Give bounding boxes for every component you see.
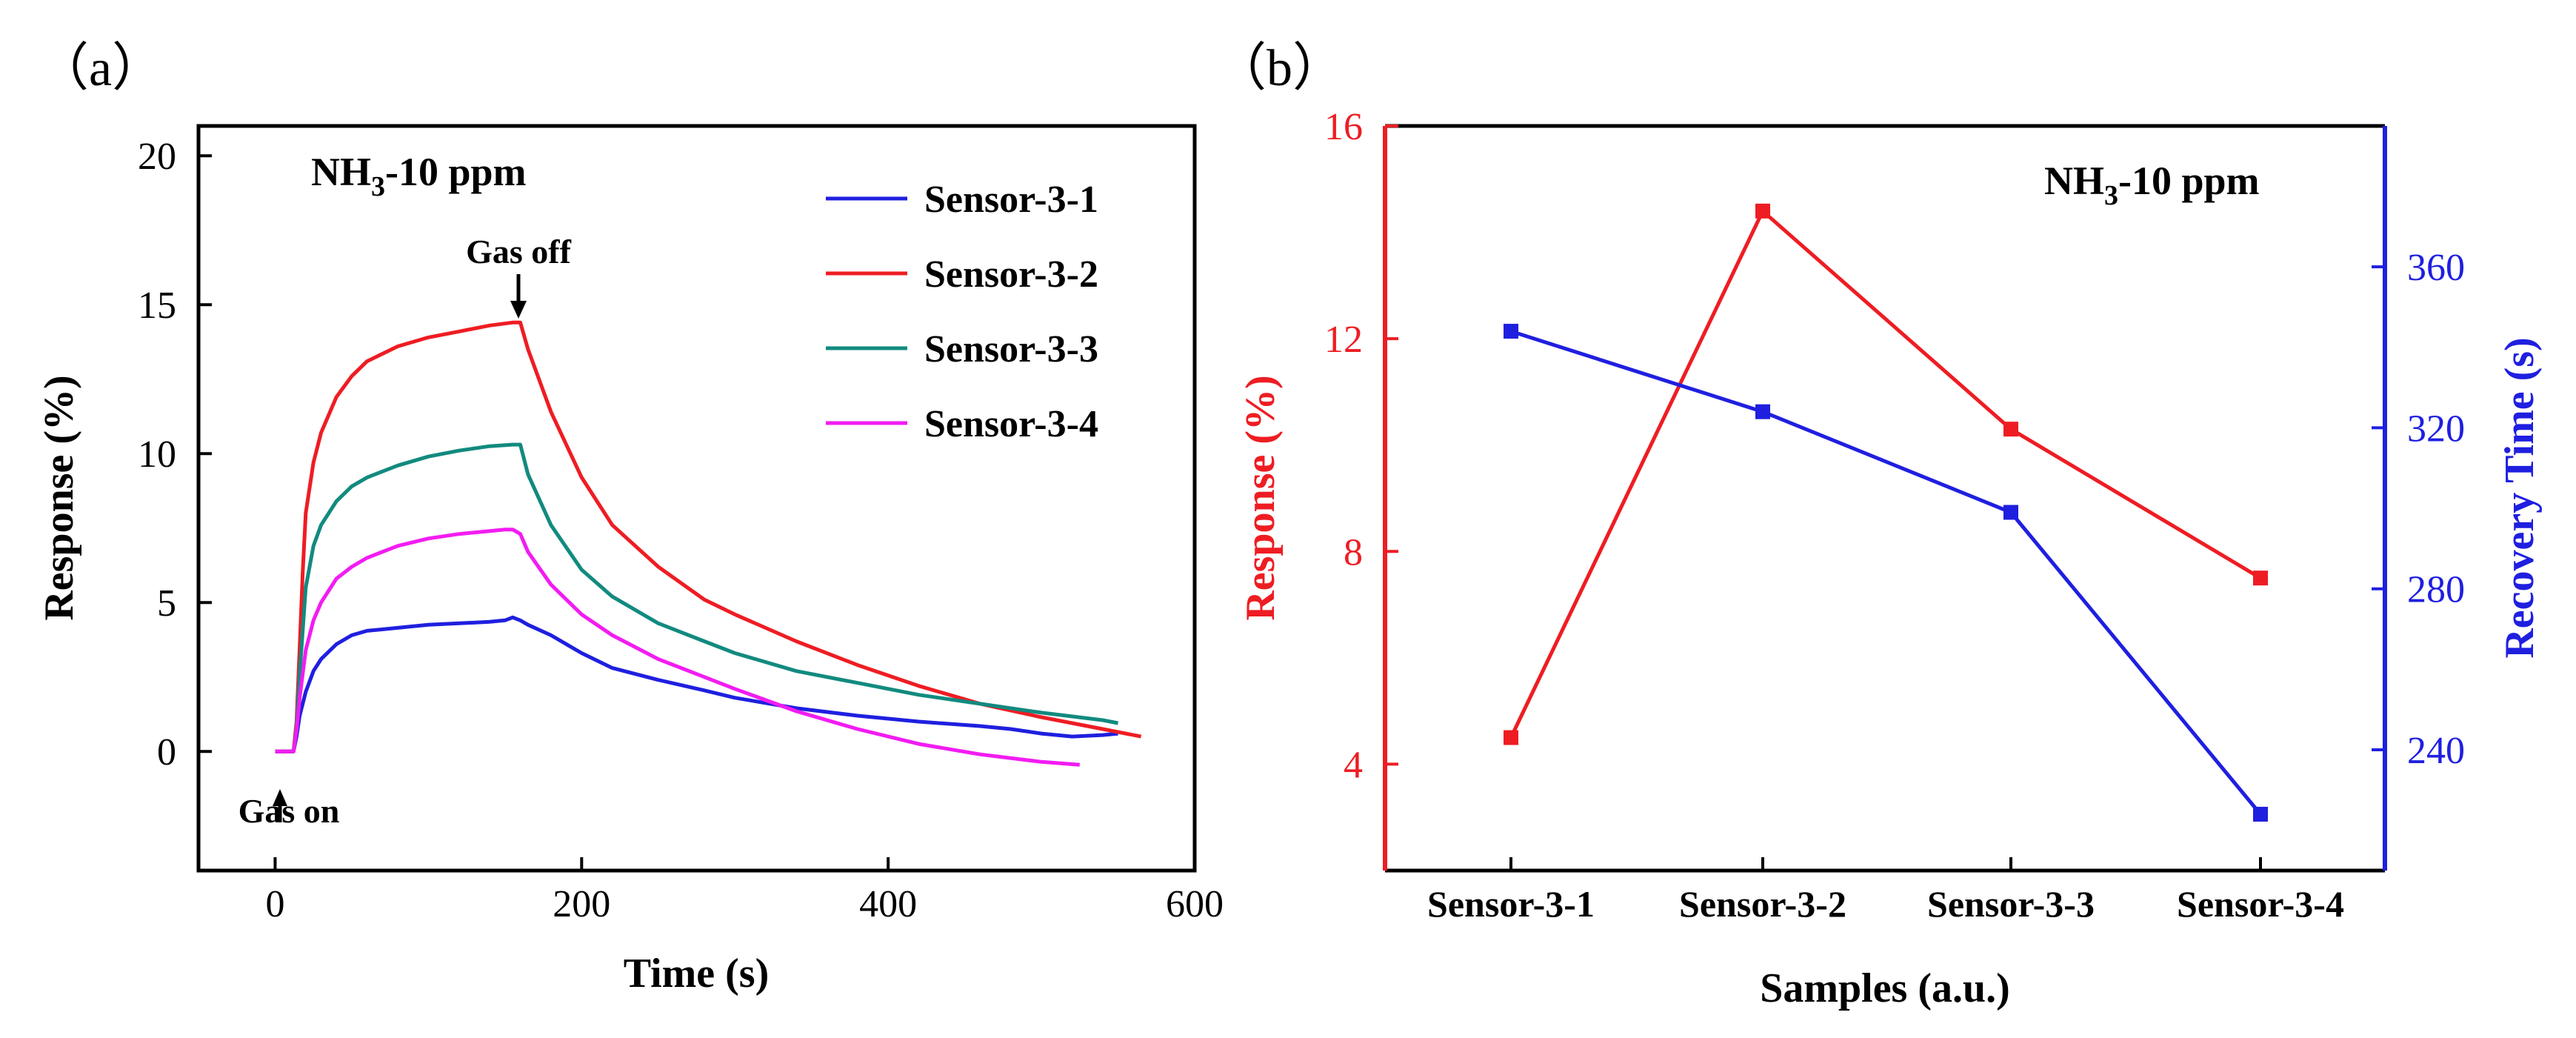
panel-a-plot-frame [196, 124, 1197, 873]
series-line-recovery-time [1510, 329, 2262, 816]
gas-off-arrow-icon [510, 274, 527, 319]
data-point-response [1755, 203, 1770, 219]
panel-b-x-axis-label: Samples (a.u.) [1760, 965, 2010, 1011]
series-line-sensor-3-3 [275, 442, 1118, 753]
series-line-response [1509, 207, 2262, 739]
gas-off-label: Gas off [466, 233, 572, 270]
panel-b-right-tick-label: 360 [2407, 247, 2465, 289]
data-point-response [1504, 730, 1518, 745]
panel-a-x-tick-label: 200 [553, 883, 610, 925]
panel-a-gas-nh: NH [311, 150, 371, 194]
panel-a-y-axis-label: Response (%) [36, 375, 82, 620]
panel-b-gas-sub: 3 [2104, 180, 2118, 211]
panel-b-right-ticks: 240 280 320 360 [2372, 247, 2465, 772]
panel-a-x-ticks: 0 200 400 600 [265, 857, 1224, 925]
panel-a-gas-annotation: NH3-10 ppm [311, 150, 527, 202]
panel-b-gas-annotation: NH3-10 ppm [2044, 159, 2260, 211]
panel-a-gas-sub: 3 [371, 171, 385, 202]
panel-b-gas-rest: -10 ppm [2118, 159, 2260, 203]
legend-label-sensor-3-4: Sensor-3-4 [924, 403, 1098, 445]
panel-b-left-tick-label: 12 [1324, 319, 1363, 361]
panel-b-right-tick-label: 320 [2407, 407, 2465, 450]
data-point-recovery-time [1755, 404, 1770, 419]
panel-b-x-tick-label: Sensor-3-4 [2177, 883, 2344, 925]
legend-label-sensor-3-1: Sensor-3-1 [924, 179, 1098, 221]
panel-a-y-ticks: 0 5 10 15 20 [138, 136, 212, 773]
panel-a-legend: Sensor-3-1 Sensor-3-2 Sensor-3-3 Sensor-3-4 [826, 179, 1098, 445]
panel-b: （b） Sensor-3-1 Sensor-3-2 Sensor-3-3 Sensor… [1215, 40, 2543, 1011]
data-point-recovery-time [1504, 324, 1518, 339]
panel-a-y-tick-label: 10 [138, 433, 176, 476]
data-point-recovery-time [2253, 806, 2268, 822]
panel-a-x-tick-label: 400 [859, 883, 917, 925]
panel-a-x-axis-label: Time (s) [624, 951, 770, 997]
legend-label-sensor-3-2: Sensor-3-2 [924, 253, 1098, 296]
panel-a-y-tick-label: 15 [138, 285, 176, 327]
data-point-recovery-time [2003, 505, 2018, 520]
panel-a-x-tick-label: 0 [265, 883, 284, 925]
panel-b-x-tick-label: Sensor-3-3 [1927, 883, 2095, 925]
panel-a: （a） 0 200 400 600 0 5 10 15 20 Time (s) Respons… [36, 40, 1224, 997]
data-point-response [2253, 570, 2268, 586]
panel-b-right-tick-label: 240 [2407, 730, 2465, 772]
panel-b-left-tick-label: 8 [1344, 531, 1363, 573]
panel-b-x-tick-label: Sensor-3-2 [1679, 883, 1846, 925]
panel-a-y-tick-label: 0 [157, 731, 176, 773]
panel-b-x-ticks: Sensor-3-1 Sensor-3-2 Sensor-3-3 Sensor-3-4 [1427, 857, 2344, 925]
panel-b-left-tick-label: 16 [1324, 106, 1363, 148]
series-line-sensor-3-4 [275, 528, 1080, 767]
panel-b-y2-axis-label: Recovery Time (s) [2497, 337, 2543, 658]
panel-b-right-tick-label: 280 [2407, 569, 2465, 611]
series-line-sensor-3-1 [275, 615, 1118, 753]
panel-a-y-tick-label: 20 [138, 136, 176, 178]
gas-on-arrow-icon [273, 789, 287, 822]
legend-label-sensor-3-3: Sensor-3-3 [924, 328, 1098, 370]
data-point-response [2003, 422, 2018, 437]
panel-a-label: （a） [37, 40, 164, 97]
panel-b-gas-nh: NH [2044, 159, 2104, 203]
panel-a-y-tick-label: 5 [157, 582, 176, 625]
series-line-sensor-3-2 [275, 320, 1142, 753]
panel-b-left-tick-label: 4 [1344, 744, 1363, 786]
panel-b-x-tick-label: Sensor-3-1 [1427, 883, 1595, 925]
panel-b-left-ticks: 4 8 12 16 [1324, 106, 1398, 786]
panel-a-gas-rest: -10 ppm [385, 150, 527, 194]
panel-a-series-layer [275, 320, 1142, 767]
panel-b-series-layer [1504, 203, 2268, 822]
panel-b-y-axis-label: Response (%) [1238, 375, 1284, 620]
gas-on-label: Gas on [238, 792, 340, 830]
panel-a-x-tick-label: 600 [1166, 883, 1224, 925]
panel-b-label: （b） [1215, 40, 1344, 97]
